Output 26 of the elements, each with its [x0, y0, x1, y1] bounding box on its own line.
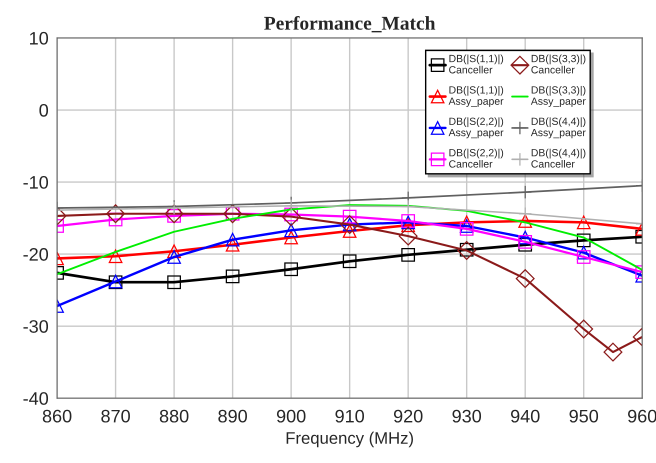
y-tick-label: 0	[39, 104, 48, 117]
x-tick-label: 890	[218, 410, 247, 423]
legend-label: DB(|S(4,4)|) Assy_paper	[530, 117, 586, 138]
legend-label: DB(|S(2,2)|) Assy_paper	[448, 117, 504, 138]
y-tick-label: -40	[23, 392, 48, 405]
x-tick-label: 930	[452, 410, 482, 423]
x-axis-title: Frequency (MHz)	[286, 432, 413, 448]
y-tick-label: -30	[23, 320, 48, 333]
chart-title: Performance_Match	[264, 16, 436, 32]
x-tick-label: 880	[160, 410, 188, 423]
legend-label: DB(|S(1,1)|) Canceller	[449, 54, 504, 74]
legend-label: DB(|S(2,2)|) Canceller	[449, 148, 504, 168]
x-tick-label: 910	[335, 410, 364, 423]
legend-label: DB(|S(3,3)|) Canceller	[531, 54, 586, 74]
y-tick-label: -20	[23, 248, 48, 261]
legend-label: DB(|S(3,3)|) Assy_paper	[530, 86, 586, 107]
legend-label: DB(|S(4,4)|) Canceller	[531, 148, 586, 168]
x-tick-label: 940	[510, 410, 540, 423]
x-tick-label: 900	[276, 410, 306, 423]
x-tick-label: 950	[569, 410, 598, 423]
y-tick-label: -10	[23, 176, 48, 189]
x-tick-label: 870	[101, 410, 130, 423]
legend-label: DB(|S(1,1)|) Assy_paper	[448, 86, 504, 107]
x-tick-label: 860	[42, 410, 72, 423]
y-tick-label: 10	[30, 32, 48, 45]
x-tick-label: 920	[394, 410, 423, 423]
